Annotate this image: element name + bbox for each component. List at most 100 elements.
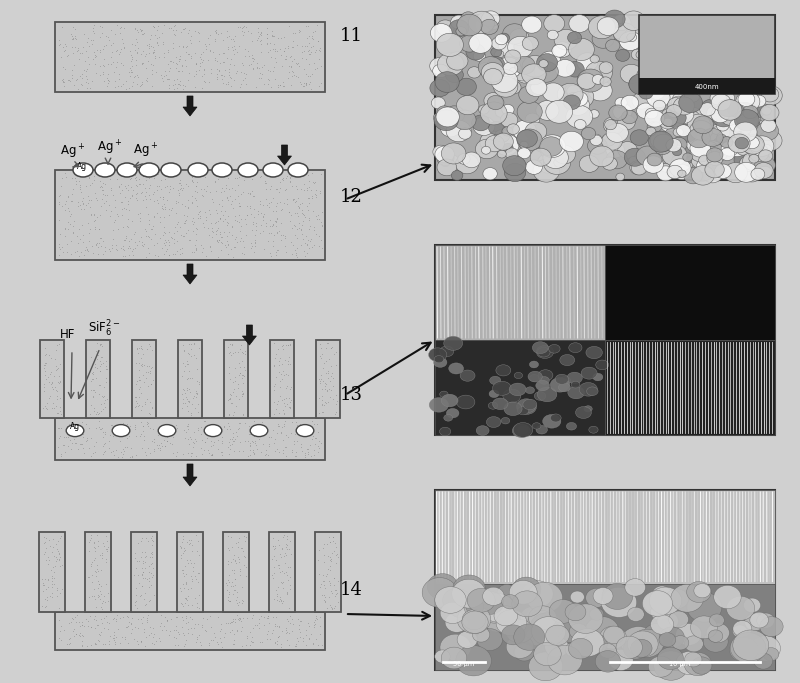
Point: [96, 638, 109, 649]
Point: [158, 199, 170, 210]
Point: [138, 600, 151, 611]
Point: [266, 220, 278, 231]
Point: [226, 44, 239, 55]
Point: [148, 212, 161, 223]
Ellipse shape: [654, 651, 688, 680]
Point: [280, 542, 293, 553]
Point: [312, 36, 325, 46]
Point: [158, 201, 171, 212]
Ellipse shape: [693, 116, 714, 134]
Point: [232, 553, 245, 564]
Point: [296, 53, 309, 64]
Point: [147, 589, 160, 600]
Point: [294, 616, 307, 627]
Bar: [270, 340, 294, 418]
Point: [252, 614, 265, 625]
Point: [144, 447, 157, 458]
Point: [222, 436, 235, 447]
Ellipse shape: [691, 165, 714, 185]
Point: [211, 72, 224, 83]
Point: [255, 61, 268, 72]
Point: [240, 209, 253, 220]
Point: [273, 186, 286, 197]
Point: [245, 28, 258, 39]
Ellipse shape: [536, 100, 559, 120]
Point: [128, 421, 141, 432]
Point: [290, 40, 303, 51]
Point: [233, 210, 246, 221]
Point: [145, 559, 158, 570]
Point: [218, 227, 230, 238]
Ellipse shape: [523, 400, 537, 410]
Point: [95, 604, 108, 615]
Point: [210, 69, 223, 80]
Point: [210, 217, 222, 228]
Point: [281, 570, 294, 581]
Point: [116, 203, 129, 214]
Point: [48, 370, 61, 381]
Point: [225, 243, 238, 254]
Ellipse shape: [571, 381, 580, 388]
Point: [133, 400, 146, 411]
Point: [142, 610, 154, 621]
Point: [241, 612, 254, 623]
Point: [190, 546, 203, 557]
Ellipse shape: [716, 120, 741, 141]
Ellipse shape: [462, 609, 486, 630]
Point: [254, 67, 266, 78]
Point: [296, 228, 309, 239]
Point: [85, 376, 98, 387]
Point: [185, 558, 198, 569]
Point: [302, 20, 314, 31]
Point: [270, 184, 282, 195]
Point: [202, 33, 214, 44]
Point: [270, 184, 283, 195]
Point: [258, 59, 270, 70]
Point: [74, 204, 87, 214]
Point: [177, 601, 190, 612]
Point: [186, 447, 198, 458]
Ellipse shape: [509, 68, 520, 76]
Point: [134, 231, 147, 242]
Ellipse shape: [482, 587, 504, 606]
Point: [123, 240, 136, 251]
Point: [228, 635, 241, 646]
Text: SiF$_6^{2-}$: SiF$_6^{2-}$: [88, 319, 121, 339]
Point: [87, 555, 100, 566]
Point: [115, 631, 128, 642]
Point: [237, 446, 250, 457]
Point: [252, 23, 265, 33]
Point: [234, 613, 246, 624]
Point: [226, 182, 238, 193]
Point: [81, 83, 94, 94]
Point: [170, 611, 183, 622]
Ellipse shape: [532, 423, 541, 429]
Point: [178, 425, 190, 436]
Point: [99, 363, 112, 374]
Point: [63, 637, 76, 648]
Ellipse shape: [661, 113, 678, 126]
Point: [228, 436, 241, 447]
Ellipse shape: [737, 109, 760, 129]
Point: [233, 566, 246, 576]
Point: [268, 38, 281, 49]
Ellipse shape: [629, 74, 654, 95]
Point: [323, 551, 336, 562]
Point: [198, 437, 211, 448]
Point: [107, 190, 120, 201]
Point: [222, 218, 234, 229]
Ellipse shape: [452, 579, 486, 608]
Point: [174, 221, 186, 232]
Point: [202, 38, 215, 49]
Point: [167, 24, 180, 35]
Point: [313, 443, 326, 454]
Point: [142, 443, 154, 454]
Point: [234, 200, 246, 211]
Point: [143, 193, 156, 204]
Point: [244, 203, 257, 214]
Point: [107, 38, 120, 48]
Point: [234, 615, 247, 626]
Point: [186, 600, 199, 611]
Point: [198, 168, 210, 179]
Point: [146, 223, 158, 234]
